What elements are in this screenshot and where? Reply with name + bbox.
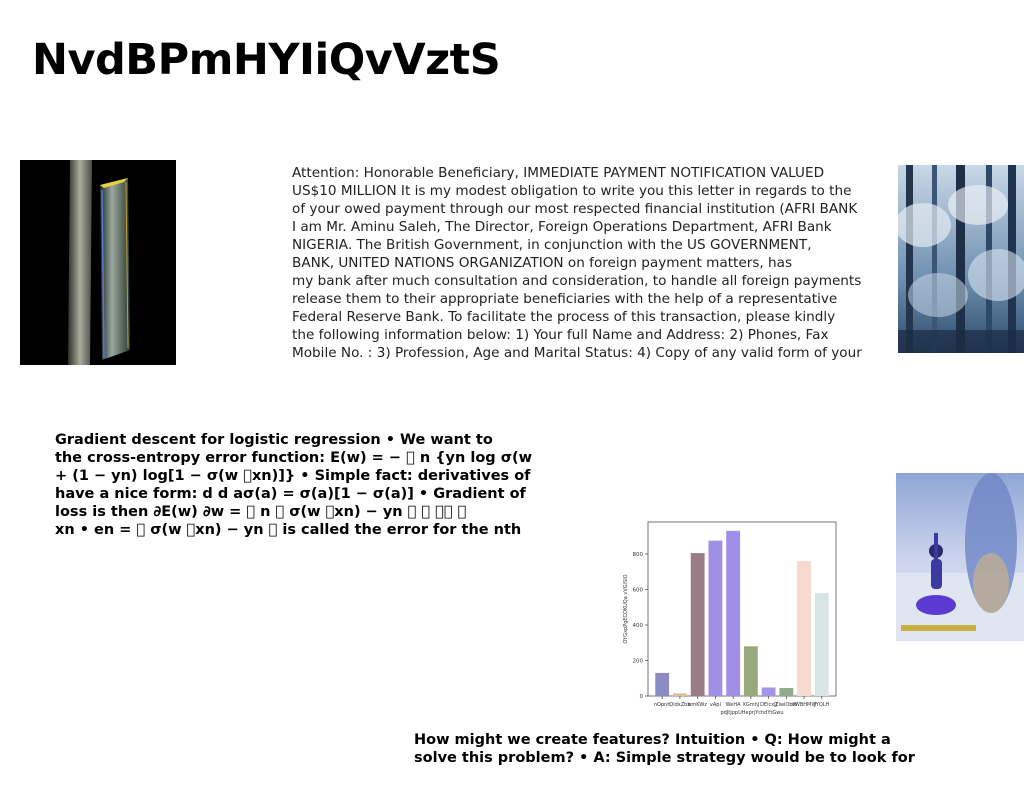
x-tick-label: QldxZbb: [669, 702, 690, 708]
letter-line: Mobile No. : 3) Profession, Age and Mari…: [292, 345, 862, 361]
text-line: How might we create features? Intuition …: [414, 732, 891, 748]
x-tick-label: oWBHMW: [792, 702, 817, 708]
bar-chart: 0 200 400 600 800 OYGxpPgECOKUQa vVGiSlO nOpnh…: [620, 518, 842, 718]
y-tick-label: 0: [640, 694, 644, 700]
text-line: xn • en = ￿ σ(w ￿xn) − yn ￿ is called th…: [55, 522, 522, 538]
letter-line: of your owed payment through our most re…: [292, 201, 858, 217]
bar: [690, 553, 705, 696]
y-axis-label: OYGxpPgECOKUQa vVGiSlO: [623, 574, 629, 643]
bar: [814, 593, 829, 696]
letter-line: the following information below: 1) Your…: [292, 327, 829, 343]
plot-frame: [647, 521, 837, 697]
bar: [708, 540, 723, 696]
text-line: loss is then ∂E(w) ∂w = ￿ n ￿ σ(w ￿xn) −…: [55, 504, 467, 520]
y-tick-label: 400: [633, 623, 644, 629]
gradient-descent-text: Gradient descent for logistic regression…: [55, 431, 532, 539]
letter-line: my bank after much consultation and cons…: [292, 273, 862, 289]
y-tick-label: 200: [633, 658, 644, 664]
letter-line: Attention: Honorable Beneficiary, IMMEDI…: [292, 165, 825, 181]
x-tick-label: DEicxJJ: [760, 702, 777, 708]
bar: [726, 530, 741, 696]
bar: [743, 646, 758, 696]
y-tick-label: 600: [633, 587, 644, 593]
letter-line: US$10 MILLION It is my modest obligation…: [292, 183, 852, 199]
x-tick-label: XGmhJ: [742, 702, 759, 708]
bar: [655, 672, 670, 696]
letter-line: NIGERIA. The British Government, in conj…: [292, 237, 812, 253]
bar: [761, 687, 776, 696]
letter-text: Attention: Honorable Beneficiary, IMMEDI…: [292, 164, 892, 362]
y-tick-label: 800: [633, 552, 644, 558]
prism-photo: [20, 160, 176, 365]
text-line: the cross-entropy error function: E(w) =…: [55, 450, 533, 466]
bar: [797, 561, 811, 696]
features-text: How might we create features? Intuition …: [414, 731, 915, 767]
text-line: solve this problem? • A: Simple strategy…: [414, 750, 915, 766]
page-title: NvdBPmHYIiQvVztS: [32, 35, 501, 85]
letter-line: release them to their appropriate benefi…: [292, 291, 838, 307]
x-tick-label-extra: pdJtJppUHeprjYchdYtGwu: [720, 710, 783, 716]
text-line: + (1 − yn) log[1 − σ(w ￿xn)]} • Simple f…: [55, 468, 531, 484]
text-line: Gradient descent for logistic regression…: [55, 432, 493, 448]
x-tick-label: WeHA: [726, 702, 741, 708]
bar: [673, 693, 687, 696]
letter-line: Federal Reserve Bank. To facilitate the …: [292, 309, 836, 325]
letter-line: I am Mr. Aminu Saleh, The Director, Fore…: [292, 219, 832, 235]
yoga-photo: [896, 473, 1024, 641]
x-tick-label: JYQLH: [813, 702, 829, 708]
snowy-forest-photo: [898, 165, 1024, 353]
x-tick-label: emKWz: [688, 702, 707, 708]
text-line: have a nice form: d d aσ(a) = σ(a)[1 − σ…: [55, 486, 526, 502]
letter-line: BANK, UNITED NATIONS ORGANIZATION on for…: [292, 255, 793, 271]
x-tick-label: ZiwlObW: [775, 702, 797, 708]
bar: [779, 688, 794, 696]
x-tick-label: vApl: [710, 702, 721, 708]
bar-chart-svg: 0 200 400 600 800 OYGxpPgECOKUQa vVGiSlO nOpnh…: [623, 521, 837, 716]
x-tick-label: nOpnh: [654, 702, 671, 708]
